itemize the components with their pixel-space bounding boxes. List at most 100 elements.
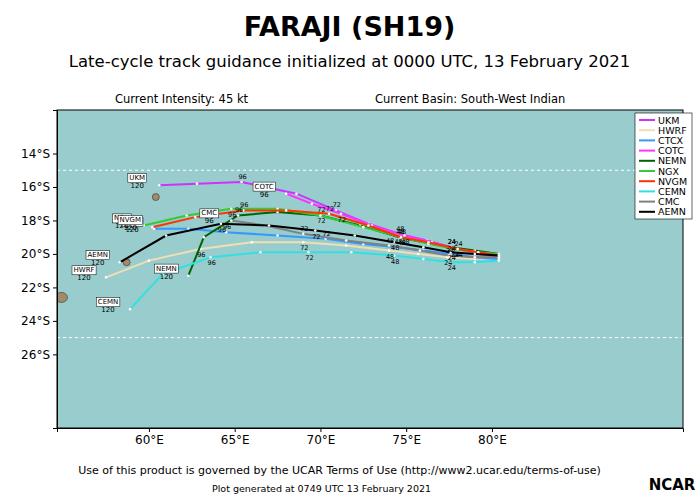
track-line (120, 224, 499, 262)
subtitle: Late-cycle track guidance initialized at… (69, 52, 630, 71)
track-line (286, 194, 499, 258)
hour-label: 48 (398, 228, 406, 236)
annotation: Current Intensity: 45 kt (115, 92, 249, 106)
track-point (328, 212, 331, 215)
track-point (388, 244, 391, 247)
x-tick: 60°E (135, 428, 164, 447)
track-point (498, 254, 501, 257)
hour-label: 96 (228, 211, 236, 219)
track-point (422, 258, 425, 261)
hour-label: 120 (160, 273, 173, 281)
track-point (209, 256, 212, 259)
y-axis: 14°S 16°S 18°S 20°S 22°S 24°S 26°S (21, 111, 57, 429)
track-point (473, 253, 476, 256)
x-tick: 65°E (221, 428, 250, 447)
y-tick: 24°S (21, 314, 57, 328)
chart: FARAJI (SH19)Late-cycle track guidance i… (0, 0, 699, 497)
track-point (350, 251, 353, 254)
track-point (251, 241, 254, 244)
hour-label: 24 (448, 264, 456, 272)
hour-label: 96 (260, 191, 269, 199)
track-point (165, 234, 168, 237)
hour-label: 48 (391, 258, 399, 266)
x-axis: 60°E65°E70°E75°E80°E (58, 428, 684, 447)
model-label: CMC (201, 209, 217, 217)
track-point (194, 216, 197, 219)
y-tick-label: 20°S (21, 247, 50, 261)
track-point (302, 233, 305, 236)
track-point (417, 253, 420, 256)
track-point (498, 259, 501, 262)
track-point (158, 184, 161, 187)
track-point (151, 226, 154, 229)
track-point (285, 192, 288, 195)
y-tick-label: 24°S (21, 314, 50, 328)
track-point (203, 236, 206, 239)
track-point (230, 207, 233, 210)
track-point (473, 261, 476, 264)
plot-background (57, 110, 683, 428)
track-point (240, 181, 243, 184)
legend-swatch (639, 160, 655, 162)
y-tick-label: 18°S (21, 214, 50, 228)
x-tick: 75°E (392, 428, 421, 447)
y-tick: 22°S (21, 281, 57, 295)
hour-label: 72 (317, 217, 325, 225)
track-point (319, 214, 322, 217)
legend-swatch (639, 190, 655, 192)
x-tick-label: 60°E (135, 433, 164, 447)
annotation: Current Basin: South-West Indian (375, 92, 565, 106)
track-point (367, 224, 370, 227)
hour-label: 72 (300, 225, 308, 233)
y-tick-mark (53, 254, 57, 255)
legend-swatch (639, 170, 655, 172)
track-point (185, 214, 188, 217)
track-point (129, 308, 132, 311)
track-point (230, 219, 233, 222)
legend-swatch (639, 150, 655, 152)
track-point (456, 248, 459, 251)
y-tick-label: 16°S (21, 180, 50, 194)
island (152, 194, 159, 201)
y-tick-mark (53, 321, 57, 322)
y-tick-mark (53, 354, 57, 355)
x-tick-label: 80°E (478, 433, 507, 447)
y-tick-label: 14°S (21, 147, 50, 161)
x-tick-mark (320, 428, 321, 432)
track-point (498, 254, 501, 257)
track-point (314, 229, 317, 232)
x-tick: 80°E (478, 428, 507, 447)
track-line (159, 182, 499, 257)
track-point (473, 256, 476, 259)
model-label: UKM (129, 174, 145, 182)
track-point (456, 248, 459, 251)
track-point (118, 261, 121, 264)
track-point (473, 256, 476, 259)
legend-swatch (639, 180, 655, 182)
x-tick-mark (492, 428, 493, 432)
x-axis-line (58, 429, 684, 433)
logo: NCAR (649, 476, 696, 494)
y-axis-line (53, 111, 58, 429)
model-label: CEMN (98, 298, 119, 306)
y-tick-label: 26°S (21, 348, 50, 362)
hour-label: 120 (131, 182, 144, 190)
hour-label: 72 (312, 233, 320, 241)
track-point (388, 249, 391, 252)
track-point (285, 209, 288, 212)
hour-label: 24 (448, 254, 456, 262)
track-point (353, 234, 356, 237)
y-tick-mark (53, 287, 57, 288)
track-line (188, 212, 498, 276)
hour-label: 96 (238, 173, 246, 181)
hour-label: 96 (208, 259, 216, 267)
legend-box (635, 113, 692, 219)
track-point (237, 214, 240, 217)
track-labels: 24487296UKM12024487296HWRF12024487296CTC… (72, 173, 463, 314)
hour-label: 72 (338, 216, 346, 224)
hour-label: 72 (317, 206, 325, 214)
legend-swatch (639, 139, 655, 141)
hour-label: 96 (197, 251, 205, 259)
track-point (422, 246, 425, 249)
x-tick-mark (406, 428, 407, 432)
